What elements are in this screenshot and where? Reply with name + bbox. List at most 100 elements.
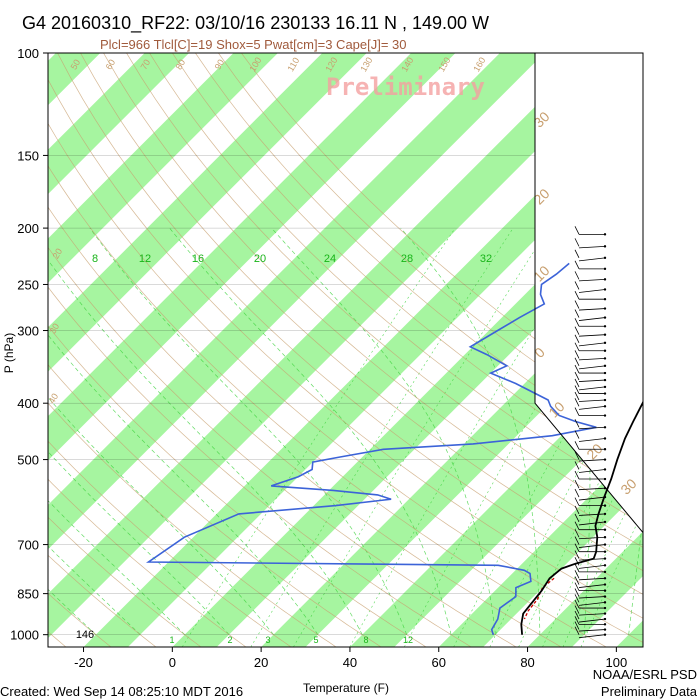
- wind-barb-flag: [574, 626, 580, 635]
- wind-panel-mask: [535, 53, 643, 533]
- wind-barb-staff: [578, 629, 606, 632]
- wind-barb-flag: [574, 582, 580, 591]
- wind-barb-flag: [574, 563, 580, 573]
- wind-barb-dot: [603, 495, 607, 499]
- theta-label: 90: [213, 58, 227, 72]
- wind-barb-flag: [574, 300, 580, 309]
- wind-barb-staff: [578, 601, 606, 606]
- wind-barb-dot: [603, 606, 607, 610]
- data-status-label: Preliminary Data: [601, 684, 698, 699]
- isotherm-stripe: [48, 53, 190, 195]
- wind-barb-staff: [578, 379, 606, 382]
- axes: -20 0 20 40 60 80 1001001502002503004005007008…: [10, 46, 627, 670]
- wind-barb-flag: [574, 451, 580, 460]
- plot-frame: [47, 52, 644, 648]
- dry-adiabat-line: [57, 53, 643, 595]
- dry-adiabat-line: [48, 364, 382, 647]
- wind-barb-dot: [603, 378, 607, 382]
- wind-barb-dot: [603, 245, 607, 248]
- wind-barb-flag: [574, 513, 580, 523]
- mixing-ratio-bottom-label: 8: [363, 635, 368, 645]
- mixing-ratio-top-label: 24: [324, 253, 336, 265]
- theta-label: 70: [139, 58, 153, 72]
- wind-barb-staff: [578, 487, 606, 491]
- mixing-ratio-top-label: 16: [192, 253, 204, 265]
- wind-barb-dot: [603, 448, 607, 451]
- wind-barb-dot: [603, 288, 607, 291]
- wind-barb-dot: [603, 564, 607, 567]
- mixing-ratio-line: [181, 227, 456, 647]
- dry-adiabat-line: [126, 53, 643, 525]
- y-tick-label: 700: [17, 538, 39, 553]
- wind-barb-flag: [574, 350, 580, 359]
- mixing-ratio-top-label: 8: [92, 253, 98, 265]
- wind-barb-dot: [603, 570, 607, 574]
- wind-barb-flag: [574, 621, 580, 630]
- wind-barb-flag: [574, 488, 580, 498]
- chart-title: G4 20160310_RF22: 03/10/16 230133 16.11 …: [22, 13, 489, 34]
- dry-adiabat-line: [48, 165, 607, 647]
- y-tick-label: 1000: [10, 628, 39, 643]
- moist-adiabat-line: [628, 515, 643, 635]
- mixing-ratio-line: [542, 438, 643, 647]
- mixing-ratio-line: [580, 510, 643, 647]
- dry-adiabat-line: [48, 325, 427, 647]
- isotherm-stripe: [83, 87, 643, 647]
- y-tick-label: 200: [17, 221, 39, 236]
- y-tick-label: 300: [17, 324, 39, 339]
- wind-barb-flag: [574, 407, 580, 416]
- wind-barb-staff: [578, 358, 606, 361]
- wind-barb-staff: [578, 334, 606, 337]
- wind-barb-dot: [603, 426, 607, 429]
- wind-barb-flag: [574, 570, 580, 579]
- wind-barb-staff: [578, 618, 606, 623]
- isotherm-stripe: [48, 53, 545, 550]
- organization-label: NOAA/ESRL PSD: [593, 667, 697, 682]
- moist-adiabat-line: [48, 588, 97, 635]
- dry-adiabat-line: [80, 53, 643, 572]
- wind-barb-flag: [574, 616, 580, 625]
- moist-adiabat-line: [48, 451, 230, 635]
- wind-barb-flag: [574, 419, 580, 428]
- isotherm-stripe: [48, 53, 278, 283]
- wind-barb-dot: [603, 364, 607, 368]
- wind-barb-staff: [578, 634, 606, 639]
- mixing-ratio-bottom-label: 5: [313, 635, 318, 645]
- wind-barb-dot: [603, 477, 607, 481]
- wind-barb-staff: [578, 317, 606, 321]
- mixing-ratio-top-label: 28: [401, 253, 413, 265]
- wind-barb-dot: [603, 267, 607, 271]
- wind-barb-staff: [578, 405, 606, 410]
- wind-barb-dot: [603, 543, 607, 546]
- wind-barb-flag: [574, 521, 580, 530]
- x-tick-label: 20: [254, 655, 268, 670]
- wind-barb-staff: [578, 536, 606, 540]
- mixing-ratio-top-label: 32: [480, 253, 492, 265]
- theta-label: 30: [48, 322, 62, 336]
- wind-barb-flag: [574, 364, 580, 374]
- dry-adiabat-line: [48, 206, 562, 647]
- x-tick-label: -20: [74, 655, 93, 670]
- wind-barb-flag: [574, 398, 580, 407]
- wind-barb-staff: [578, 289, 606, 293]
- moist-adiabat-line: [48, 545, 141, 635]
- wind-barb-dot: [603, 341, 607, 345]
- wind-barb-staff: [578, 245, 606, 249]
- wind-barb-staff: [578, 521, 606, 526]
- theta-label: 20: [51, 247, 65, 261]
- x-tick-label: 60: [432, 655, 446, 670]
- dry-adiabat-line: [172, 53, 643, 480]
- mixing-ratio-line: [404, 227, 642, 647]
- wind-barb-dot: [603, 405, 607, 408]
- wind-barb-staff: [578, 564, 606, 569]
- wind-barb-dot: [603, 550, 607, 553]
- wind-barb-staff: [578, 544, 606, 548]
- wind-barb-flag: [574, 599, 580, 609]
- wind-barb-flag: [574, 441, 580, 450]
- dry-adiabat-line: [48, 516, 202, 647]
- wind-barbs: [574, 226, 607, 639]
- wind-barb-dot: [603, 256, 607, 260]
- dry-adiabat-line: [218, 53, 643, 435]
- wind-barb-dot: [603, 628, 607, 631]
- wind-barb-flag: [574, 249, 580, 259]
